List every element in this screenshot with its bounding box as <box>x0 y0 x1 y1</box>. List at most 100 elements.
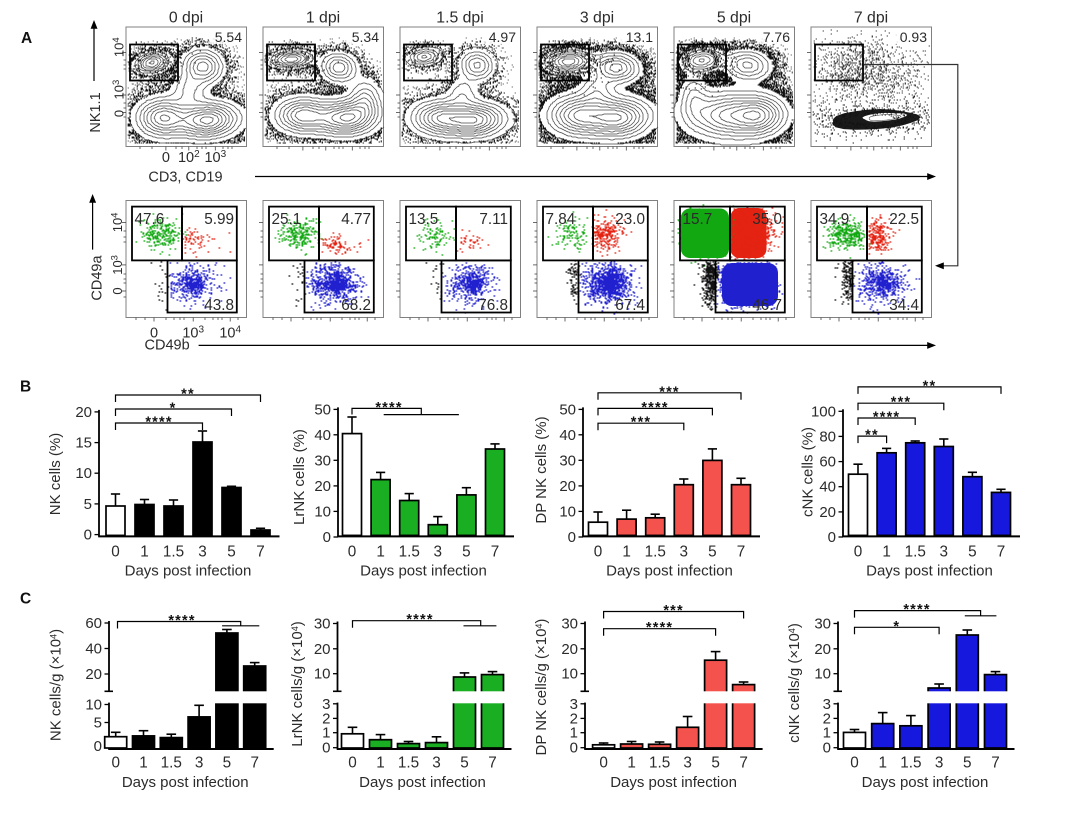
svg-text:0: 0 <box>850 755 859 772</box>
svg-text:10: 10 <box>559 503 576 520</box>
svg-text:NK cells (%): NK cells (%) <box>47 433 64 516</box>
svg-text:46.7: 46.7 <box>752 297 782 314</box>
svg-text:0: 0 <box>570 740 578 757</box>
svg-text:5: 5 <box>711 755 720 772</box>
svg-text:4.77: 4.77 <box>341 211 371 228</box>
svg-text:50: 50 <box>314 401 331 418</box>
svg-text:3: 3 <box>322 696 330 713</box>
svg-text:20: 20 <box>819 504 836 521</box>
svg-text:5: 5 <box>462 544 471 561</box>
svg-text:1: 1 <box>322 725 330 742</box>
svg-text:5: 5 <box>94 715 102 732</box>
svg-text:10: 10 <box>85 697 102 714</box>
svg-text:0: 0 <box>599 755 608 772</box>
svg-text:5: 5 <box>460 755 469 772</box>
svg-text:5.34: 5.34 <box>352 29 379 45</box>
svg-text:7: 7 <box>737 544 746 561</box>
svg-text:****: **** <box>646 620 673 636</box>
svg-text:CD49b: CD49b <box>145 338 190 354</box>
svg-text:0 dpi: 0 dpi <box>169 10 203 27</box>
svg-text:0: 0 <box>111 755 120 772</box>
svg-text:5: 5 <box>84 496 92 513</box>
svg-text:7: 7 <box>991 755 1000 772</box>
svg-text:CD49a: CD49a <box>90 254 106 300</box>
svg-text:0.93: 0.93 <box>900 29 927 45</box>
svg-text:30: 30 <box>814 616 831 633</box>
svg-text:10: 10 <box>314 503 331 520</box>
svg-text:3: 3 <box>823 696 831 713</box>
svg-text:****: **** <box>903 602 930 618</box>
svg-text:5 dpi: 5 dpi <box>717 10 751 27</box>
svg-text:0: 0 <box>348 544 357 561</box>
svg-text:23.0: 23.0 <box>615 211 645 228</box>
svg-text:cNK cells (%): cNK cells (%) <box>800 427 817 517</box>
svg-text:40: 40 <box>85 641 102 658</box>
svg-text:13.1: 13.1 <box>626 29 653 45</box>
svg-text:Days post infection: Days post infection <box>360 563 487 580</box>
svg-text:****: **** <box>641 400 668 416</box>
svg-text:5: 5 <box>968 544 977 561</box>
svg-text:20: 20 <box>314 478 331 495</box>
svg-text:4.97: 4.97 <box>489 29 516 45</box>
svg-text:0: 0 <box>112 110 127 117</box>
svg-text:22.5: 22.5 <box>889 211 919 228</box>
svg-text:20: 20 <box>561 641 578 658</box>
svg-text:7 dpi: 7 dpi <box>854 10 888 27</box>
svg-text:60: 60 <box>85 615 102 632</box>
svg-text:5: 5 <box>963 755 972 772</box>
svg-text:1.5: 1.5 <box>900 755 921 772</box>
svg-text:3: 3 <box>680 544 689 561</box>
svg-text:0: 0 <box>322 740 330 757</box>
svg-text:***: *** <box>631 415 652 431</box>
svg-text:67.4: 67.4 <box>615 297 645 314</box>
svg-text:cNK cells/g (×104): cNK cells/g (×104) <box>786 623 803 743</box>
svg-text:20: 20 <box>85 666 102 683</box>
svg-text:Days post infection: Days post infection <box>606 563 733 580</box>
svg-text:10: 10 <box>314 666 331 683</box>
svg-text:***: *** <box>659 384 680 400</box>
svg-text:1.5: 1.5 <box>398 755 419 772</box>
svg-text:1.5: 1.5 <box>905 544 926 561</box>
svg-text:20: 20 <box>814 641 831 658</box>
svg-text:20: 20 <box>559 478 576 495</box>
svg-text:40: 40 <box>314 427 331 444</box>
svg-text:30: 30 <box>561 616 578 633</box>
svg-text:30: 30 <box>314 616 331 633</box>
svg-text:****: **** <box>406 612 433 628</box>
svg-text:7.76: 7.76 <box>763 29 790 45</box>
svg-text:15: 15 <box>75 435 92 452</box>
svg-text:2: 2 <box>570 710 578 727</box>
svg-text:100: 100 <box>811 403 836 420</box>
svg-text:5.99: 5.99 <box>204 211 234 228</box>
svg-text:13.5: 13.5 <box>409 211 439 228</box>
svg-text:Days post infection: Days post infection <box>122 774 249 791</box>
svg-text:7: 7 <box>997 544 1006 561</box>
svg-text:7: 7 <box>739 755 748 772</box>
svg-text:3 dpi: 3 dpi <box>580 10 614 27</box>
svg-text:0: 0 <box>84 527 92 544</box>
svg-text:0: 0 <box>110 287 125 294</box>
svg-text:1.5: 1.5 <box>645 544 666 561</box>
svg-text:7: 7 <box>488 755 497 772</box>
svg-text:1.5: 1.5 <box>649 755 670 772</box>
svg-text:1 dpi: 1 dpi <box>306 10 340 27</box>
svg-text:*: * <box>170 401 177 417</box>
svg-text:DP NK cells (%): DP NK cells (%) <box>533 416 550 523</box>
svg-text:2: 2 <box>322 710 330 727</box>
svg-text:7.11: 7.11 <box>479 211 508 228</box>
svg-text:0: 0 <box>823 740 831 757</box>
svg-text:10: 10 <box>561 666 578 683</box>
svg-text:1.5: 1.5 <box>161 755 182 772</box>
svg-text:5: 5 <box>227 544 236 561</box>
svg-text:Days post infection: Days post infection <box>610 774 737 791</box>
svg-text:1: 1 <box>140 544 149 561</box>
svg-text:1.5: 1.5 <box>399 544 420 561</box>
svg-text:0: 0 <box>150 326 158 342</box>
svg-text:DP NK cells/g (×104): DP NK cells/g (×104) <box>533 619 550 756</box>
svg-text:47.6: 47.6 <box>135 211 165 228</box>
svg-text:LrNK cells (%): LrNK cells (%) <box>291 429 308 525</box>
svg-text:50: 50 <box>559 401 576 418</box>
svg-text:CD3, CD19: CD3, CD19 <box>148 170 222 186</box>
svg-text:1: 1 <box>823 725 831 742</box>
svg-text:10: 10 <box>75 465 92 482</box>
